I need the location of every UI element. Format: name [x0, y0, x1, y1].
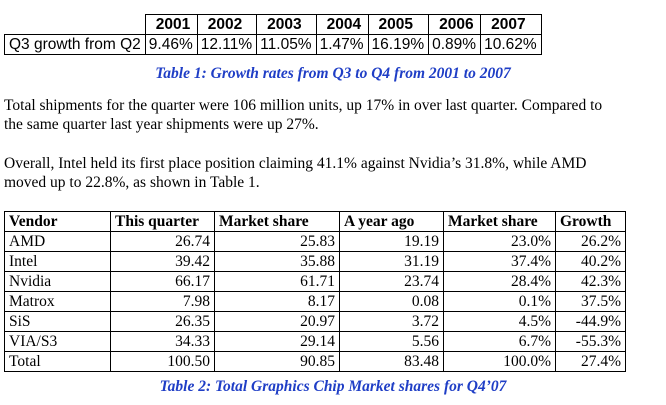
table-cell: 5.56: [339, 331, 444, 352]
column-header: A year ago: [339, 211, 444, 232]
growth-value: 1.47%: [315, 34, 369, 55]
table-cell: 61.71: [214, 271, 340, 292]
table-cell: 23.74: [339, 271, 444, 292]
table-cell: 100.0%: [443, 351, 556, 372]
year-header: 2007: [480, 14, 542, 35]
table-cell: 27.4%: [555, 351, 626, 372]
table-cell: 3.72: [339, 311, 444, 332]
table-cell: 34.33: [110, 331, 215, 352]
table-header-row: Vendor This quarter Market share A year …: [4, 211, 626, 232]
table-cell: 25.83: [214, 231, 340, 252]
growth-value: 11.05%: [256, 34, 317, 55]
year-header: 2004: [315, 14, 369, 35]
row-label: Q3 growth from Q2: [4, 34, 146, 55]
table-cell: -55.3%: [555, 331, 626, 352]
empty-corner-cell: [4, 14, 146, 35]
growth-value: 12.11%: [196, 34, 258, 55]
vendor-cell: Matrox: [4, 291, 111, 312]
growth-value: 9.46%: [144, 34, 198, 55]
table-cell: 42.3%: [555, 271, 626, 292]
table1-caption: Table 1: Growth rates from Q3 to Q4 from…: [155, 65, 511, 82]
table-cell: 28.4%: [443, 271, 556, 292]
paragraph-line: Total shipments for the quarter were 106…: [4, 97, 603, 114]
table-row: AMD 26.74 25.83 19.19 23.0% 26.2%: [4, 231, 626, 252]
table-cell: 4.5%: [443, 311, 556, 332]
market-position-paragraph: Overall, Intel held its first place posi…: [4, 154, 664, 192]
growth-value: 10.62%: [480, 34, 542, 55]
table-row: SiS 26.35 20.97 3.72 4.5% -44.9%: [4, 311, 626, 332]
table-cell: 39.42: [110, 251, 215, 272]
table-cell: 31.19: [339, 251, 444, 272]
table-cell: 100.50: [110, 351, 215, 372]
table-header-row: 2001 2002 2003 2004 2005 2006 2007: [4, 14, 542, 35]
column-header: Market share: [214, 211, 340, 232]
year-header: 2002: [196, 14, 258, 35]
table-cell: 8.17: [214, 291, 340, 312]
paragraph-line: moved up to 22.8%, as shown in Table 1.: [4, 174, 260, 191]
shipments-paragraph: Total shipments for the quarter were 106…: [4, 96, 664, 134]
table-cell: 90.85: [214, 351, 340, 372]
column-header: Market share: [443, 211, 556, 232]
table-row: Nvidia 66.17 61.71 23.74 28.4% 42.3%: [4, 271, 626, 292]
table-cell: 6.7%: [443, 331, 556, 352]
table-cell: 66.17: [110, 271, 215, 292]
paragraph-line: the same quarter last year shipments wer…: [4, 116, 319, 133]
table-cell: -44.9%: [555, 311, 626, 332]
vendor-cell: VIA/S3: [4, 331, 111, 352]
table-cell: 35.88: [214, 251, 340, 272]
growth-value: 0.89%: [428, 34, 482, 55]
year-header: 2001: [144, 14, 198, 35]
column-header: Growth: [555, 211, 626, 232]
table-cell: 26.74: [110, 231, 215, 252]
table-cell: 0.1%: [443, 291, 556, 312]
table-cell: 40.2%: [555, 251, 626, 272]
table-row: VIA/S3 34.33 29.14 5.56 6.7% -55.3%: [4, 331, 626, 352]
table-cell: 0.08: [339, 291, 444, 312]
year-header: 2006: [428, 14, 482, 35]
table-cell: 29.14: [214, 331, 340, 352]
year-header: 2005: [367, 14, 430, 35]
table-cell: 23.0%: [443, 231, 556, 252]
growth-value: 16.19%: [367, 34, 430, 55]
column-header: Vendor: [4, 211, 111, 232]
table-cell: 19.19: [339, 231, 444, 252]
table-cell: 26.35: [110, 311, 215, 332]
growth-rate-table: 2001 2002 2003 2004 2005 2006 2007 Q3 gr…: [4, 14, 542, 55]
column-header: This quarter: [110, 211, 215, 232]
vendor-cell: AMD: [4, 231, 111, 252]
year-header: 2003: [256, 14, 317, 35]
vendor-cell: Total: [4, 351, 111, 372]
table-row: Intel 39.42 35.88 31.19 37.4% 40.2%: [4, 251, 626, 272]
table-cell: 37.5%: [555, 291, 626, 312]
vendor-cell: Intel: [4, 251, 111, 272]
paragraph-line: Overall, Intel held its first place posi…: [4, 155, 587, 172]
table-row: Total 100.50 90.85 83.48 100.0% 27.4%: [4, 351, 626, 372]
table2-caption: Table 2: Total Graphics Chip Market shar…: [159, 378, 507, 395]
table-cell: 37.4%: [443, 251, 556, 272]
market-share-table: Vendor This quarter Market share A year …: [4, 211, 626, 372]
table-cell: 7.98: [110, 291, 215, 312]
table-cell: 26.2%: [555, 231, 626, 252]
table-cell: 20.97: [214, 311, 340, 332]
vendor-cell: SiS: [4, 311, 111, 332]
table-cell: 83.48: [339, 351, 444, 372]
table-row: Q3 growth from Q2 9.46% 12.11% 11.05% 1.…: [4, 34, 542, 55]
vendor-cell: Nvidia: [4, 271, 111, 292]
table-row: Matrox 7.98 8.17 0.08 0.1% 37.5%: [4, 291, 626, 312]
